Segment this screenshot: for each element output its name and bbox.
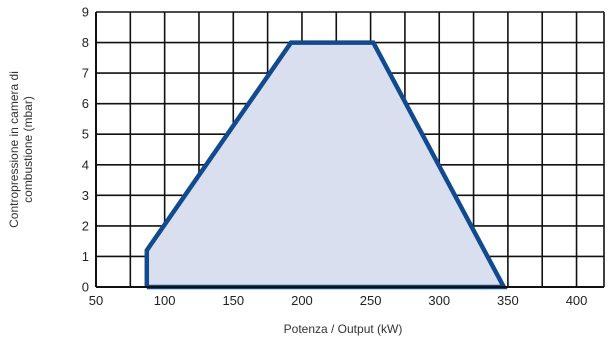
- y-tick-label: 3: [82, 188, 89, 203]
- x-axis-title: Potenza / Output (kW): [284, 322, 403, 336]
- y-tick-label: 6: [82, 96, 89, 111]
- y-axis-title-line-2: combustione (mbar): [21, 96, 35, 203]
- y-tick-label: 7: [82, 66, 89, 81]
- y-tick-label: 9: [82, 5, 89, 20]
- x-tick-label: 150: [222, 293, 244, 308]
- x-tick-label: 50: [89, 293, 103, 308]
- y-tick-label: 4: [82, 157, 89, 172]
- area-fill: [146, 42, 504, 287]
- y-tick-label: 0: [82, 280, 89, 295]
- y-tick-label: 5: [82, 127, 89, 142]
- x-tick-label: 400: [566, 293, 588, 308]
- tick-labels: 50 100 150 200 250 300 350 400 0 1 2 3 4 5 6 7 8 9: [82, 5, 588, 309]
- x-tick-label: 350: [497, 293, 519, 308]
- y-tick-label: 2: [82, 218, 89, 233]
- x-tick-label: 250: [360, 293, 382, 308]
- y-tick-label: 1: [82, 249, 89, 264]
- axes: [95, 12, 604, 288]
- x-tick-label: 100: [154, 293, 176, 308]
- x-tick-label: 300: [428, 293, 450, 308]
- y-axis-title-line-1: Contropressione in camera di: [7, 71, 21, 228]
- x-tick-label: 200: [291, 293, 313, 308]
- y-tick-label: 8: [82, 35, 89, 50]
